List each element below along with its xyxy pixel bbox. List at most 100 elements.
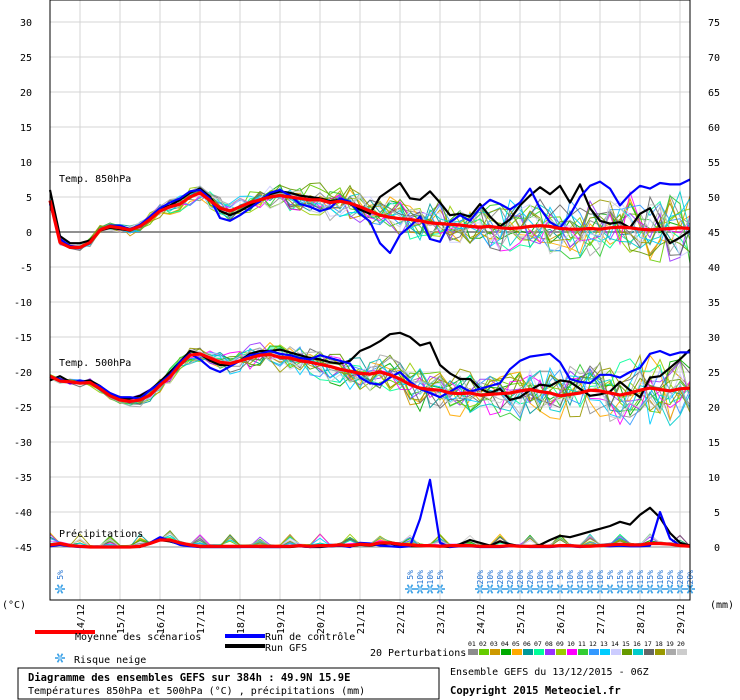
perturbation-legend-label: 03 bbox=[490, 640, 498, 648]
perturbation-legend-swatch bbox=[578, 649, 588, 655]
perturbations-title: 20 Perturbations bbox=[370, 648, 466, 659]
x-tick-label: 19/12 bbox=[276, 604, 287, 634]
snow-risk-label: 10% bbox=[596, 570, 605, 585]
x-tick-label: 20/12 bbox=[316, 604, 327, 634]
snowflake-core bbox=[58, 656, 62, 660]
perturbation-legend-label: 13 bbox=[600, 640, 608, 648]
snow-risk-label: 10% bbox=[536, 570, 545, 585]
perturbation-legend-swatch bbox=[622, 649, 632, 655]
panel-label-t500: Temp. 500hPa bbox=[59, 358, 131, 369]
snowflake-core bbox=[528, 587, 532, 591]
x-tick-label: 17/12 bbox=[196, 604, 207, 634]
snowflake-icon bbox=[635, 584, 645, 594]
control-t850-line bbox=[48, 178, 691, 255]
snowflake-icon bbox=[415, 584, 425, 594]
snowflake-core bbox=[588, 587, 592, 591]
perturbation-legend-swatch bbox=[523, 649, 533, 655]
perturbation-legend-swatch bbox=[501, 649, 511, 655]
perturbation-legend-label: 10 bbox=[567, 640, 575, 648]
legend-control-label: Run de contrôle bbox=[265, 631, 355, 643]
snowflake-core bbox=[598, 587, 602, 591]
snowflake-core bbox=[438, 587, 442, 591]
snow-risk-label: 10% bbox=[426, 570, 435, 585]
right-tick-label: 0 bbox=[714, 543, 720, 554]
plot-frame bbox=[49, 0, 691, 601]
left-tick-label: -15 bbox=[14, 333, 32, 344]
perturbation-legend-label: 04 bbox=[501, 640, 509, 648]
right-tick-label: 55 bbox=[708, 158, 720, 169]
perturbation-legend-swatch bbox=[655, 649, 665, 655]
snow-risk-markers: 5% 5% 10% 10% 5% 20% 10% 20% 20% 20% 20% 10% 10% 5% 10… bbox=[55, 570, 695, 594]
perturbation-legend-swatch bbox=[534, 649, 544, 655]
snowflake-core bbox=[558, 587, 562, 591]
snowflake-core bbox=[478, 587, 482, 591]
right-tick-label: 45 bbox=[708, 228, 720, 239]
x-tick-label: 22/12 bbox=[396, 604, 407, 634]
snowflake-core bbox=[508, 587, 512, 591]
right-tick-label: 30 bbox=[708, 333, 720, 344]
perturbation-legend-label: 08 bbox=[545, 640, 553, 648]
perturbation-legend-swatch bbox=[644, 649, 654, 655]
snowflake-icon bbox=[645, 584, 655, 594]
control-t500-line bbox=[49, 349, 690, 400]
snow-risk-label: 10% bbox=[566, 570, 575, 585]
snowflake-icon bbox=[615, 584, 625, 594]
perturbation-legend-label: 19 bbox=[666, 640, 674, 648]
run-info: Ensemble GEFS du 13/12/2015 - 06Z bbox=[450, 667, 649, 678]
snowflake-icon bbox=[585, 584, 595, 594]
perturbation-legend-swatch bbox=[677, 649, 687, 655]
snowflake-icon bbox=[505, 584, 515, 594]
snowflake-core bbox=[678, 587, 682, 591]
x-tick-label: 25/12 bbox=[516, 604, 527, 634]
title-box bbox=[17, 667, 440, 700]
x-tick-label: 23/12 bbox=[436, 604, 447, 634]
legend-snow-label: Risque neige bbox=[74, 655, 146, 666]
mean-precip-line bbox=[49, 538, 691, 549]
snowflake-icon bbox=[605, 584, 615, 594]
snow-risk-label: 10% bbox=[586, 570, 595, 585]
snowflake-core bbox=[428, 587, 432, 591]
snowflake-icon bbox=[595, 584, 605, 594]
mean-t500-line bbox=[49, 352, 691, 403]
snowflake-icon bbox=[675, 584, 685, 594]
perturbation-18-t850 bbox=[49, 187, 691, 248]
snowflake-core bbox=[628, 587, 632, 591]
snowflake-core bbox=[518, 587, 522, 591]
snowflake-icon bbox=[475, 584, 485, 594]
snowflake-icon bbox=[655, 584, 665, 594]
left-tick-label: -35 bbox=[14, 473, 32, 484]
snowflake-core bbox=[498, 587, 502, 591]
x-tick-label: 14/12 bbox=[76, 604, 87, 634]
perturbation-legend-swatch bbox=[611, 649, 621, 655]
left-tick-label: -25 bbox=[14, 403, 32, 414]
perturbation-legend-label: 01 bbox=[468, 640, 476, 648]
perturbation-legend-swatch bbox=[479, 649, 489, 655]
snowflake-icon bbox=[545, 584, 555, 594]
snow-risk-label: 10% bbox=[546, 570, 555, 585]
perturbation-legend-label: 06 bbox=[523, 640, 531, 648]
snowflake-icon bbox=[495, 584, 505, 594]
snow-risk-label: 10% bbox=[416, 570, 425, 585]
snow-risk-label: 5% bbox=[436, 570, 445, 580]
snowflake-icon bbox=[515, 584, 525, 594]
snow-risk-label: 20% bbox=[516, 570, 525, 585]
perturbation-legend-swatch bbox=[490, 649, 500, 655]
snow-risk-label: 15% bbox=[636, 570, 645, 585]
x-tick-label: 27/12 bbox=[596, 604, 607, 634]
panel-label-t850: Temp. 850hPa bbox=[59, 174, 131, 185]
right-tick-label: 65 bbox=[708, 88, 720, 99]
snowflake-icon bbox=[425, 584, 435, 594]
snow-risk-label: 10% bbox=[576, 570, 585, 585]
x-tick-label: 16/12 bbox=[156, 604, 167, 634]
perturbation-legend-swatch bbox=[468, 649, 478, 655]
snowflake-icon bbox=[485, 584, 495, 594]
perturbation-legend-label: 14 bbox=[611, 640, 619, 648]
left-tick-label: 20 bbox=[20, 88, 32, 99]
mean-t850-line bbox=[48, 191, 691, 249]
legend-gfs-label: Run GFS bbox=[265, 643, 307, 654]
perturbation-legend-label: 17 bbox=[644, 640, 652, 648]
snow-risk-label: 15% bbox=[646, 570, 655, 585]
snow-risk-label: 25% bbox=[666, 570, 675, 585]
right-tick-label: 10 bbox=[708, 473, 720, 484]
